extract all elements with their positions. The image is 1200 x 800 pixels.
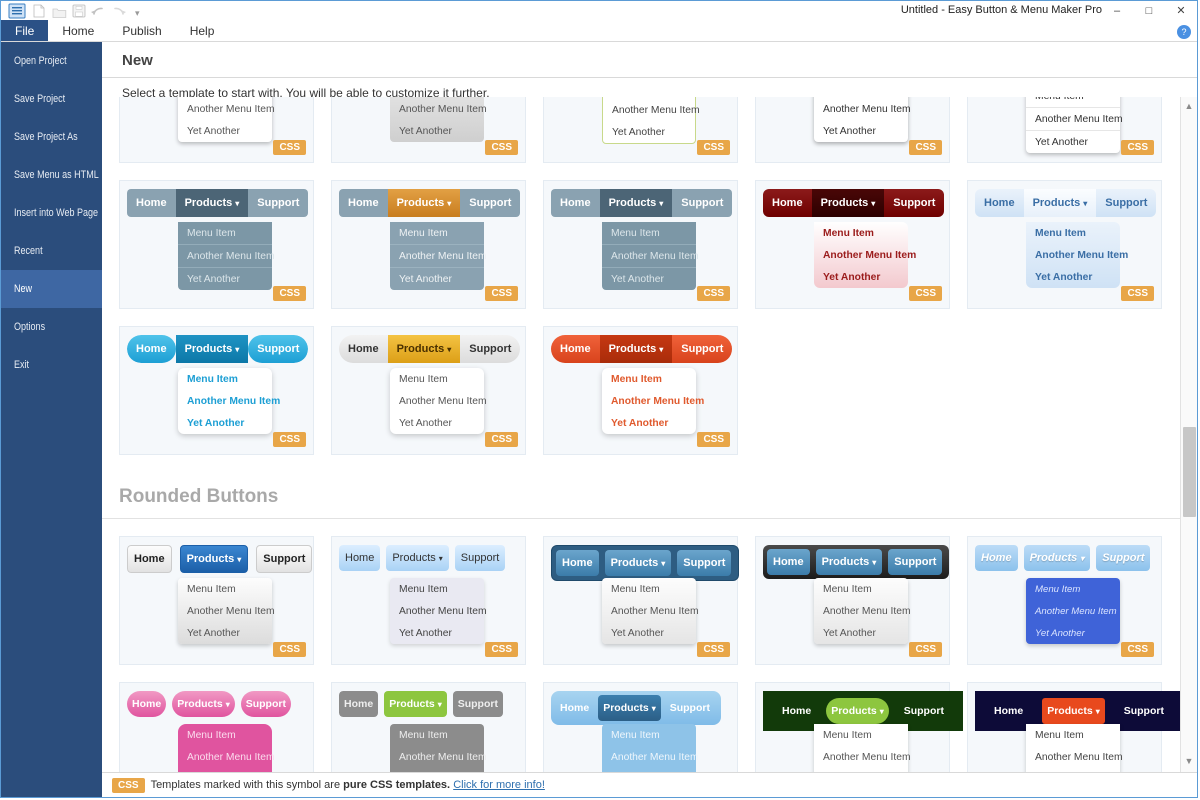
svg-text:▾: ▾ [135, 8, 140, 18]
